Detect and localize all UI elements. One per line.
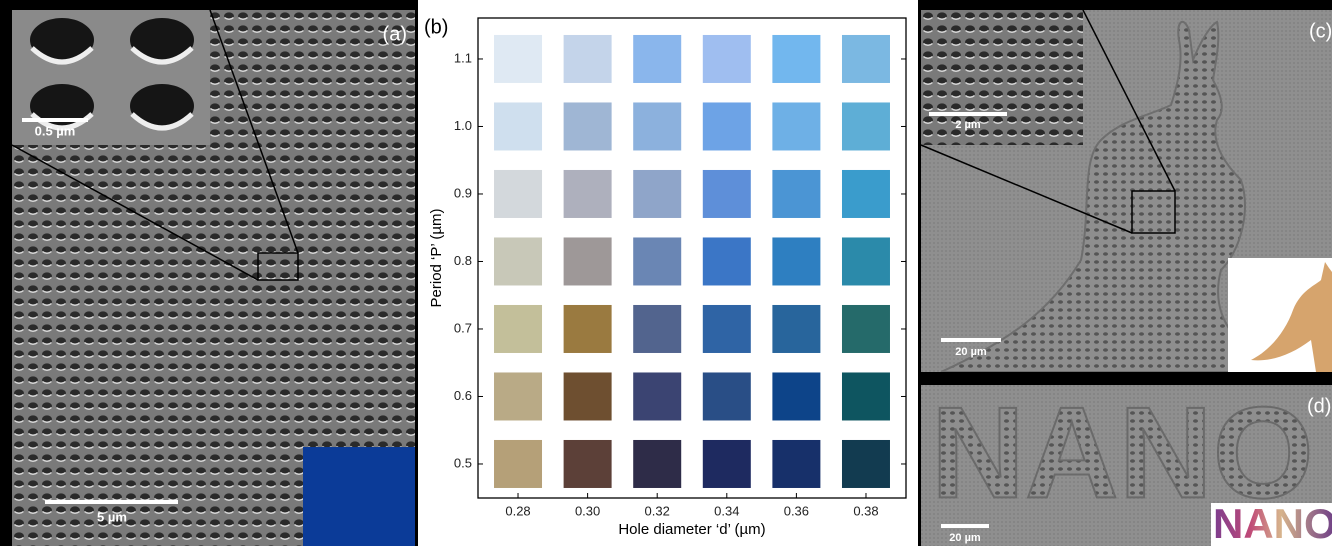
panel-a: 0.5 µm (a) 5 µm — [12, 10, 415, 546]
swatch — [564, 35, 612, 83]
swatch — [564, 440, 612, 488]
swatch — [564, 237, 612, 285]
swatch — [772, 170, 820, 218]
x-axis-label: Hole diameter ‘d’ (µm) — [618, 521, 765, 538]
swatch — [703, 35, 751, 83]
panel-c: 2 µm (c) 20 µm — [921, 10, 1332, 372]
panel-label: (d) — [1307, 395, 1331, 417]
swatch — [703, 170, 751, 218]
y-tick-label: 0.6 — [454, 388, 472, 403]
scale-label: 20 µm — [955, 346, 987, 358]
swatch — [494, 305, 542, 353]
swatch — [564, 102, 612, 150]
swatch — [842, 440, 890, 488]
swatch — [564, 170, 612, 218]
swatch — [564, 305, 612, 353]
swatch — [494, 102, 542, 150]
color-sample — [303, 447, 415, 546]
x-tick-label: 0.36 — [784, 503, 809, 518]
swatch — [494, 237, 542, 285]
scale-label: 0.5 µm — [35, 123, 76, 138]
y-tick-label: 0.5 — [454, 455, 472, 470]
scale-label: 5 µm — [97, 509, 127, 524]
x-tick-label: 0.32 — [645, 503, 670, 518]
swatch — [564, 372, 612, 420]
swatch — [703, 102, 751, 150]
swatch — [703, 440, 751, 488]
swatch — [772, 237, 820, 285]
x-tick-label: 0.28 — [505, 503, 530, 518]
swatch — [772, 102, 820, 150]
swatch — [633, 170, 681, 218]
x-tick-label: 0.38 — [853, 503, 878, 518]
swatch — [633, 372, 681, 420]
y-tick-label: 0.7 — [454, 320, 472, 335]
y-tick-label: 0.9 — [454, 185, 472, 200]
scale-label: 20 µm — [949, 532, 981, 544]
swatch — [703, 237, 751, 285]
swatch — [633, 102, 681, 150]
swatch — [633, 305, 681, 353]
swatch — [772, 35, 820, 83]
color-text: NANO — [1213, 500, 1332, 546]
swatch — [633, 237, 681, 285]
swatch — [842, 237, 890, 285]
y-tick-label: 1.0 — [454, 118, 472, 133]
inset — [921, 10, 1083, 145]
swatch — [633, 35, 681, 83]
swatch — [494, 372, 542, 420]
scale-label: 2 µm — [955, 119, 981, 131]
y-axis-label: Period ‘P’ (µm) — [428, 209, 445, 308]
swatch — [494, 35, 542, 83]
swatch — [842, 102, 890, 150]
swatch — [703, 305, 751, 353]
swatch — [842, 170, 890, 218]
swatch — [494, 440, 542, 488]
swatch — [703, 372, 751, 420]
swatch — [772, 305, 820, 353]
panel-d: NANO (d) 20 µm NANO — [921, 379, 1332, 546]
x-tick-label: 0.34 — [714, 503, 739, 518]
y-tick-label: 0.8 — [454, 253, 472, 268]
panel-label: (b) — [424, 16, 448, 38]
figure: 0.5 µm (a) 5 µm (b) Hole diameter ‘d’ (µ… — [0, 0, 1332, 546]
swatch — [772, 372, 820, 420]
swatch — [494, 170, 542, 218]
swatch — [842, 305, 890, 353]
y-tick-label: 1.1 — [454, 50, 472, 65]
swatch — [772, 440, 820, 488]
swatch — [633, 440, 681, 488]
swatch — [842, 35, 890, 83]
panel-label: (c) — [1309, 20, 1332, 42]
x-tick-label: 0.30 — [575, 503, 600, 518]
swatch — [842, 372, 890, 420]
panel-label: (a) — [383, 23, 407, 45]
